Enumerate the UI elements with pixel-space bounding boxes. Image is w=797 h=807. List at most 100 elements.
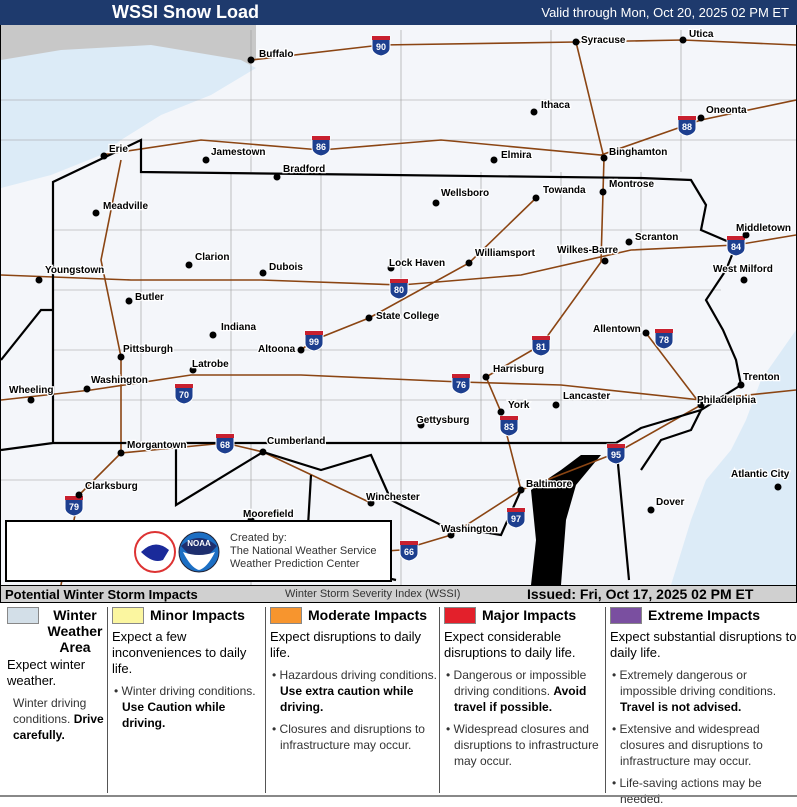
category-summary: Expect winter weather. bbox=[7, 657, 86, 688]
city-dot bbox=[27, 396, 35, 404]
impact-list: Dangerous or impossible driving conditio… bbox=[444, 667, 605, 769]
city-label: West Milford bbox=[713, 264, 773, 275]
city-dot bbox=[189, 366, 197, 374]
interstate-shield-icon: 95 bbox=[606, 443, 626, 465]
impact-item: Winter driving conditions. Use Caution w… bbox=[112, 683, 265, 731]
impact-advice: Avoid travel if possible. bbox=[454, 684, 587, 714]
interstate-shield-icon: 70 bbox=[174, 383, 194, 405]
city-dot bbox=[247, 56, 255, 64]
city-label: Buffalo bbox=[259, 49, 293, 60]
credit-line: Weather Prediction Center bbox=[230, 558, 360, 570]
category-name: Extreme Impacts bbox=[648, 607, 761, 623]
city-dot bbox=[365, 314, 373, 322]
city-label: Wheeling bbox=[9, 385, 53, 396]
agency-logos: NOAA bbox=[134, 531, 220, 573]
interstate-number: 88 bbox=[682, 122, 692, 132]
city-dot bbox=[774, 483, 782, 491]
city-label: State College bbox=[376, 311, 440, 322]
interstate-shield-icon: 97 bbox=[506, 507, 526, 529]
interstate-shield-icon: 66 bbox=[399, 540, 419, 562]
city-dot bbox=[490, 156, 498, 164]
cities: Buffalo Syracuse Utica Ithaca Oneonta Erie Jam… bbox=[8, 28, 792, 539]
city-dot bbox=[465, 259, 473, 267]
county-lines bbox=[1, 30, 796, 585]
city-label: Youngstown bbox=[45, 265, 104, 276]
impact-item: Dangerous or impossible driving conditio… bbox=[444, 667, 605, 715]
city-label: Washington bbox=[441, 524, 498, 535]
color-swatch bbox=[610, 607, 642, 624]
valid-time: Valid through Mon, Oct 20, 2025 02 PM ET bbox=[541, 5, 789, 20]
interstate-number: 81 bbox=[536, 342, 546, 352]
map-title: WSSI Snow Load bbox=[112, 2, 259, 22]
city-dot bbox=[209, 331, 217, 339]
city-label: Bradford bbox=[283, 164, 325, 175]
interstate-number: 70 bbox=[179, 390, 189, 400]
city-dot bbox=[273, 173, 281, 181]
city-label: Moorefield bbox=[243, 509, 294, 520]
city-label: Indiana bbox=[221, 322, 256, 333]
atlantic-ocean bbox=[671, 330, 796, 585]
city-dot bbox=[125, 297, 133, 305]
city-dot bbox=[599, 188, 607, 196]
city-label: Oneonta bbox=[706, 105, 747, 116]
credit-line: Created by: bbox=[230, 532, 287, 544]
legend-category-header: Winter Weather Area bbox=[7, 607, 107, 655]
city-label: Harrisburg bbox=[493, 364, 544, 375]
city-dot bbox=[697, 401, 705, 409]
city-dot bbox=[367, 499, 375, 507]
city-dot bbox=[625, 238, 633, 246]
city-dot bbox=[647, 506, 655, 514]
legend-category-header: Extreme Impacts bbox=[610, 607, 797, 627]
impact-advice: Drive carefully. bbox=[13, 712, 104, 742]
impact-list: Hazardous driving conditions. Use extra … bbox=[270, 667, 439, 753]
impact-item: Extremely dangerous or impossible drivin… bbox=[610, 667, 797, 715]
category-summary: Expect a few inconveniences to daily lif… bbox=[112, 629, 247, 676]
city-dot bbox=[601, 257, 609, 265]
color-swatch bbox=[270, 607, 302, 624]
city-dot bbox=[92, 209, 100, 217]
city-dot bbox=[530, 108, 538, 116]
city-dot bbox=[387, 264, 395, 272]
city-dot bbox=[75, 491, 83, 499]
city-label: Cumberland bbox=[267, 436, 325, 447]
interstate-number: 95 bbox=[611, 450, 621, 460]
interstate-number: 86 bbox=[316, 142, 326, 152]
color-swatch bbox=[112, 607, 144, 624]
impact-item: Life-saving actions may be needed. bbox=[610, 775, 797, 807]
city-label: Ithaca bbox=[541, 100, 570, 111]
map[interactable]: 90 86 88 84 80 99 81 78 76 70 83 68 95 79 97 66 Buffalo… bbox=[0, 25, 797, 586]
interstate-shield-icon: 88 bbox=[677, 115, 697, 137]
city-label: Washington bbox=[91, 375, 148, 386]
city-label: Wellsboro bbox=[441, 188, 489, 199]
city-label: Allentown bbox=[593, 324, 641, 335]
city-label: Binghamton bbox=[609, 147, 667, 158]
city-label: Baltimore bbox=[526, 479, 573, 490]
interstate-number: 66 bbox=[404, 547, 414, 557]
interstate-shield-icon: 90 bbox=[371, 35, 391, 57]
credit-box: NOAA Created by: The National Weather Se… bbox=[5, 520, 392, 582]
city-label: Latrobe bbox=[192, 359, 229, 370]
city-dot bbox=[697, 114, 705, 122]
impact-advice: Travel is not advised. bbox=[620, 700, 742, 714]
city-dot bbox=[642, 329, 650, 337]
credit-text: Created by: The National Weather Service… bbox=[230, 532, 377, 571]
city-label: Middletown bbox=[736, 223, 791, 234]
city-label: Atlantic City bbox=[731, 469, 790, 480]
category-summary: Expect considerable disruptions to daily… bbox=[444, 629, 576, 660]
roads bbox=[0, 39, 797, 586]
legend-title: Potential Winter Storm Impacts bbox=[5, 587, 198, 602]
city-label: Utica bbox=[689, 29, 714, 40]
city-label: Wilkes-Barre bbox=[557, 245, 618, 256]
index-name: Winter Storm Severity Index (WSSI) bbox=[285, 588, 461, 600]
legend-category-header: Major Impacts bbox=[444, 607, 605, 627]
legend-category: Major Impacts Expect considerable disrupt… bbox=[439, 607, 605, 793]
legend-category: Moderate Impacts Expect disruptions to da… bbox=[265, 607, 439, 793]
city-dot bbox=[202, 156, 210, 164]
legend-category-header: Moderate Impacts bbox=[270, 607, 439, 627]
city-dot bbox=[117, 449, 125, 457]
city-label: Elmira bbox=[501, 150, 532, 161]
legend-category: Extreme Impacts Expect substantial disrup… bbox=[605, 607, 797, 806]
issued-time: Issued: Fri, Oct 17, 2025 02 PM ET bbox=[527, 586, 754, 602]
city-label: Meadville bbox=[103, 201, 148, 212]
interstate-shield-icon: 76 bbox=[451, 373, 471, 395]
